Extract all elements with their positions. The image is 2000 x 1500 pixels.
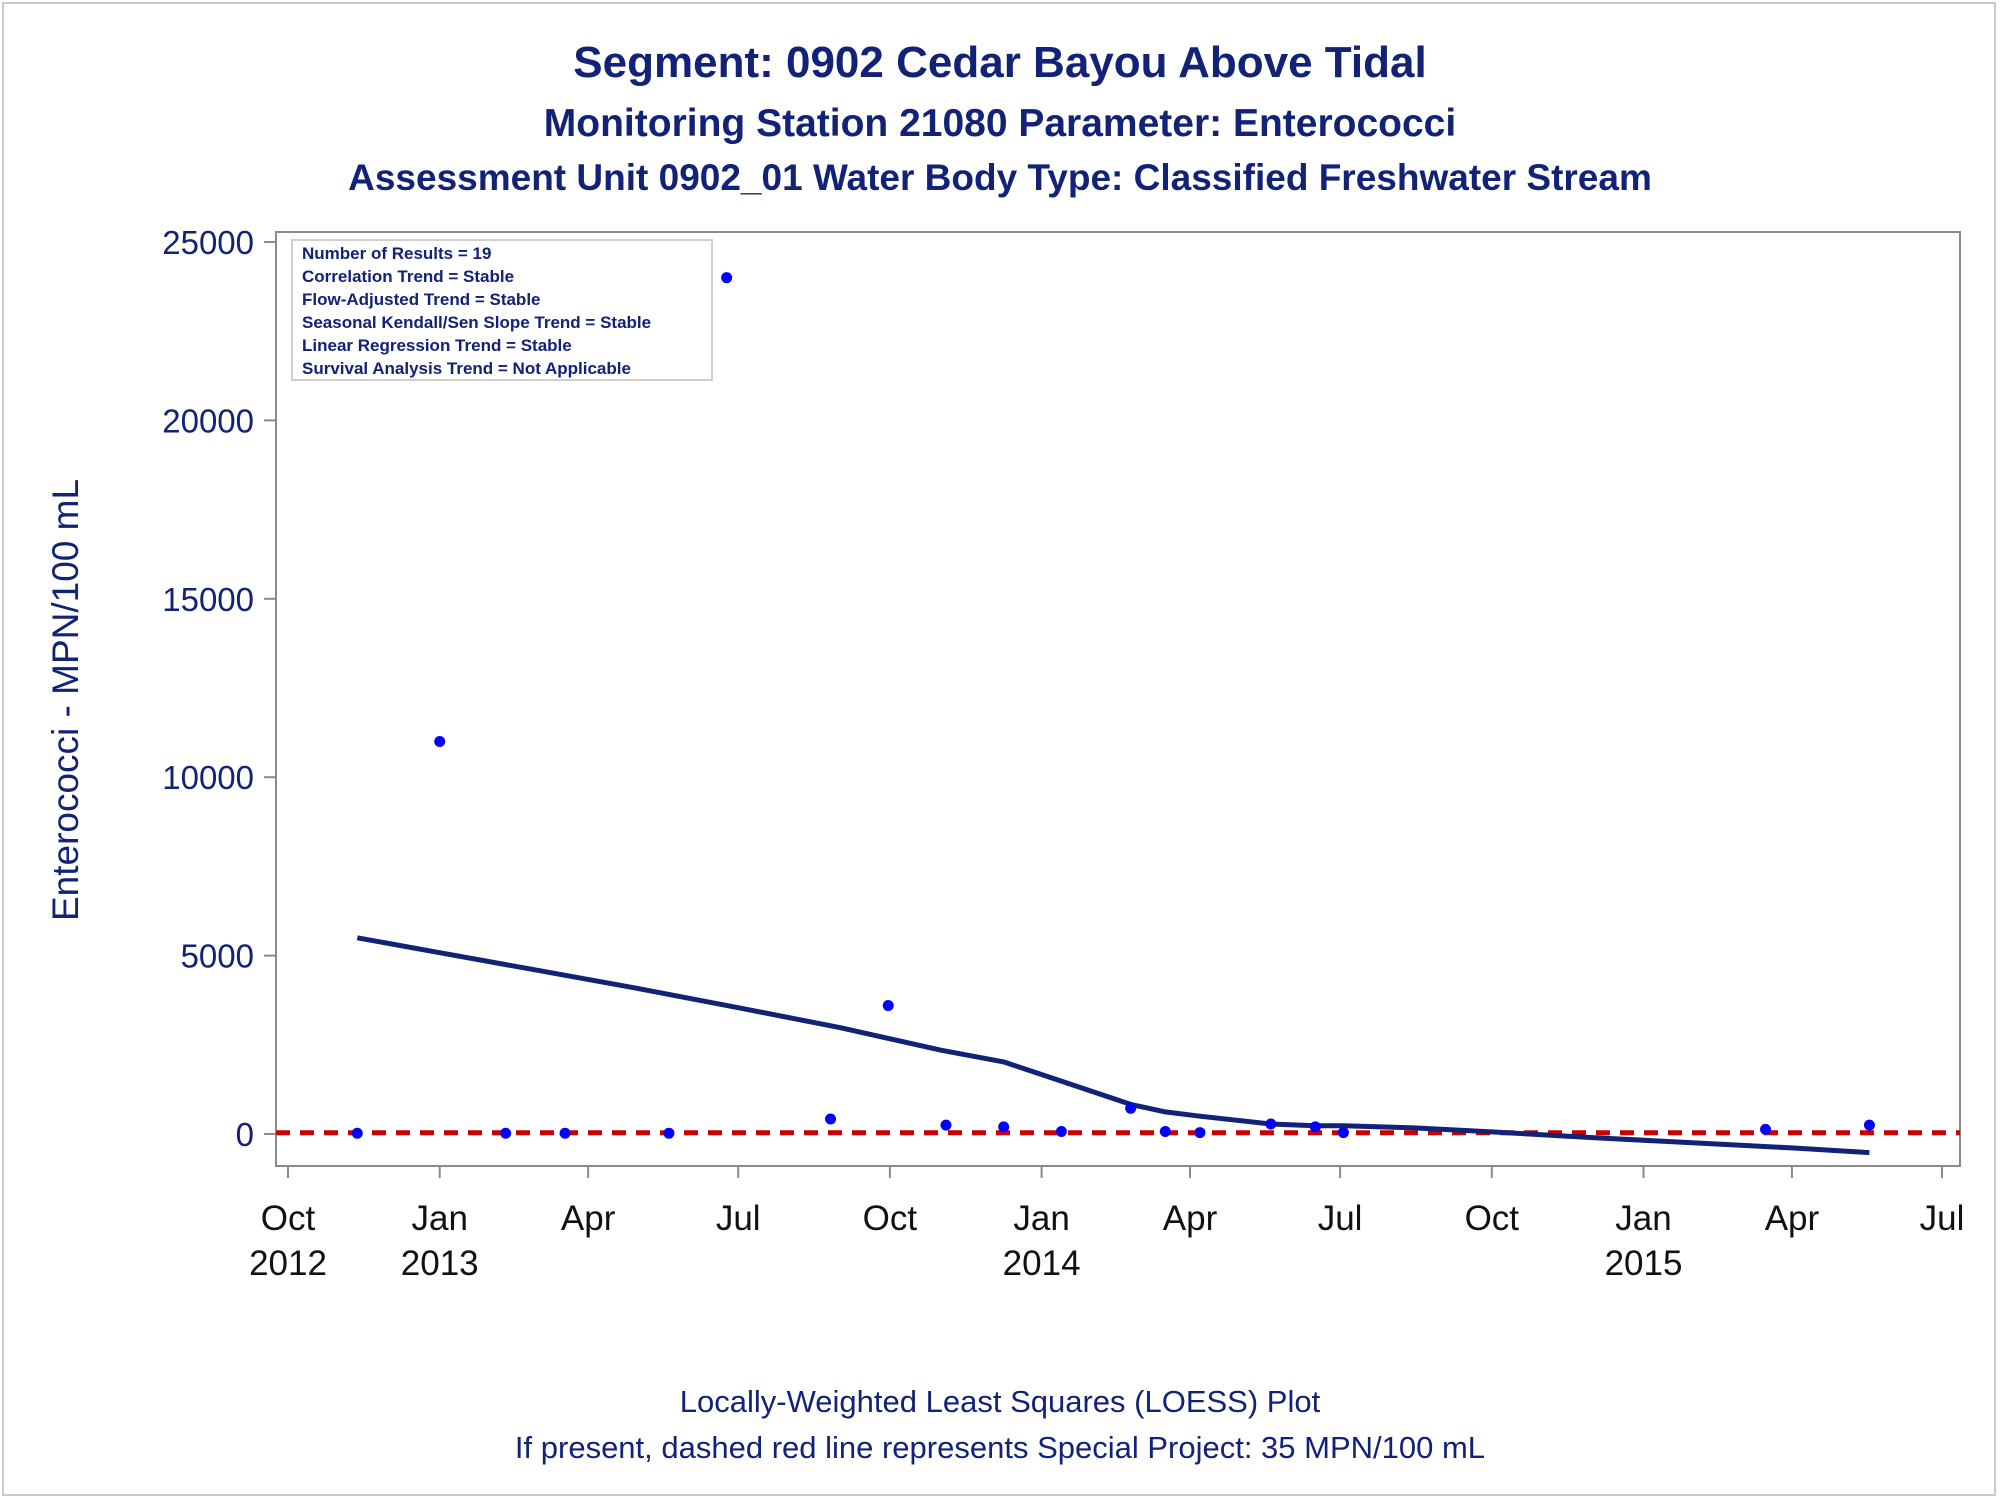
y-axis-title: Enterococci - MPN/100 mL — [45, 479, 86, 921]
data-point — [1159, 1126, 1171, 1138]
x-tick-label: Jul — [716, 1199, 761, 1238]
y-tick-label: 5000 — [181, 938, 254, 975]
x-tick-label: Apr — [561, 1199, 616, 1238]
data-point — [998, 1121, 1010, 1133]
stats-box-line: Linear Regression Trend = Stable — [302, 336, 572, 355]
y-tick-label: 0 — [236, 1116, 254, 1153]
data-point — [663, 1127, 675, 1139]
x-tick-label: Apr — [1765, 1199, 1820, 1238]
footnote-method: Locally-Weighted Least Squares (LOESS) P… — [679, 1384, 1321, 1419]
y-tick-label: 10000 — [162, 759, 254, 796]
plot-frame — [275, 231, 1961, 1167]
y-tick-label: 20000 — [162, 402, 254, 439]
data-point — [1309, 1121, 1321, 1133]
stats-box — [291, 239, 713, 381]
data-point — [1337, 1127, 1349, 1139]
x-tick-label: Oct — [863, 1199, 918, 1238]
data-point — [1863, 1119, 1875, 1131]
x-tick-year-label: 2012 — [249, 1244, 327, 1283]
data-point — [825, 1113, 837, 1125]
chart-subtitle-2: Assessment Unit 0902_01 Water Body Type:… — [348, 157, 1652, 198]
data-point — [559, 1127, 571, 1139]
data-point — [351, 1127, 363, 1139]
stats-box-line: Number of Results = 19 — [302, 244, 491, 263]
x-tick-label: Oct — [1465, 1199, 1520, 1238]
chart-title: Segment: 0902 Cedar Bayou Above Tidal — [573, 38, 1427, 87]
chart-subtitle: Monitoring Station 21080 Parameter: Ente… — [543, 102, 1457, 145]
data-point — [1265, 1118, 1277, 1130]
x-tick-label: Apr — [1163, 1199, 1218, 1238]
data-point — [882, 1000, 894, 1012]
data-point — [500, 1127, 512, 1139]
footnote-reference: If present, dashed red line represents S… — [514, 1430, 1486, 1465]
data-point — [1055, 1126, 1067, 1138]
x-tick-label: Jul — [1318, 1199, 1363, 1238]
x-tick-label: Jan — [1013, 1199, 1069, 1238]
x-tick-label: Jan — [411, 1199, 467, 1238]
data-point — [1125, 1102, 1137, 1114]
x-tick-year-label: 2015 — [1605, 1244, 1683, 1283]
y-tick-label: 25000 — [162, 224, 254, 261]
x-tick-label: Oct — [261, 1199, 316, 1238]
data-point — [1194, 1127, 1206, 1139]
stats-box-line: Correlation Trend = Stable — [302, 267, 514, 286]
y-tick-label: 15000 — [162, 581, 254, 618]
stats-box-line: Flow-Adjusted Trend = Stable — [302, 290, 541, 309]
data-point — [1760, 1123, 1772, 1135]
x-tick-year-label: 2014 — [1003, 1244, 1081, 1283]
x-tick-year-label: 2013 — [401, 1244, 479, 1283]
data-point — [721, 272, 733, 284]
loess-line — [356, 935, 1870, 1156]
stats-box-line: Seasonal Kendall/Sen Slope Trend = Stabl… — [302, 313, 651, 332]
x-tick-label: Jul — [1920, 1199, 1965, 1238]
data-point — [940, 1119, 952, 1131]
x-tick-label: Jan — [1615, 1199, 1671, 1238]
stats-box-line: Survival Analysis Trend = Not Applicable — [302, 359, 631, 378]
data-point — [434, 736, 446, 748]
